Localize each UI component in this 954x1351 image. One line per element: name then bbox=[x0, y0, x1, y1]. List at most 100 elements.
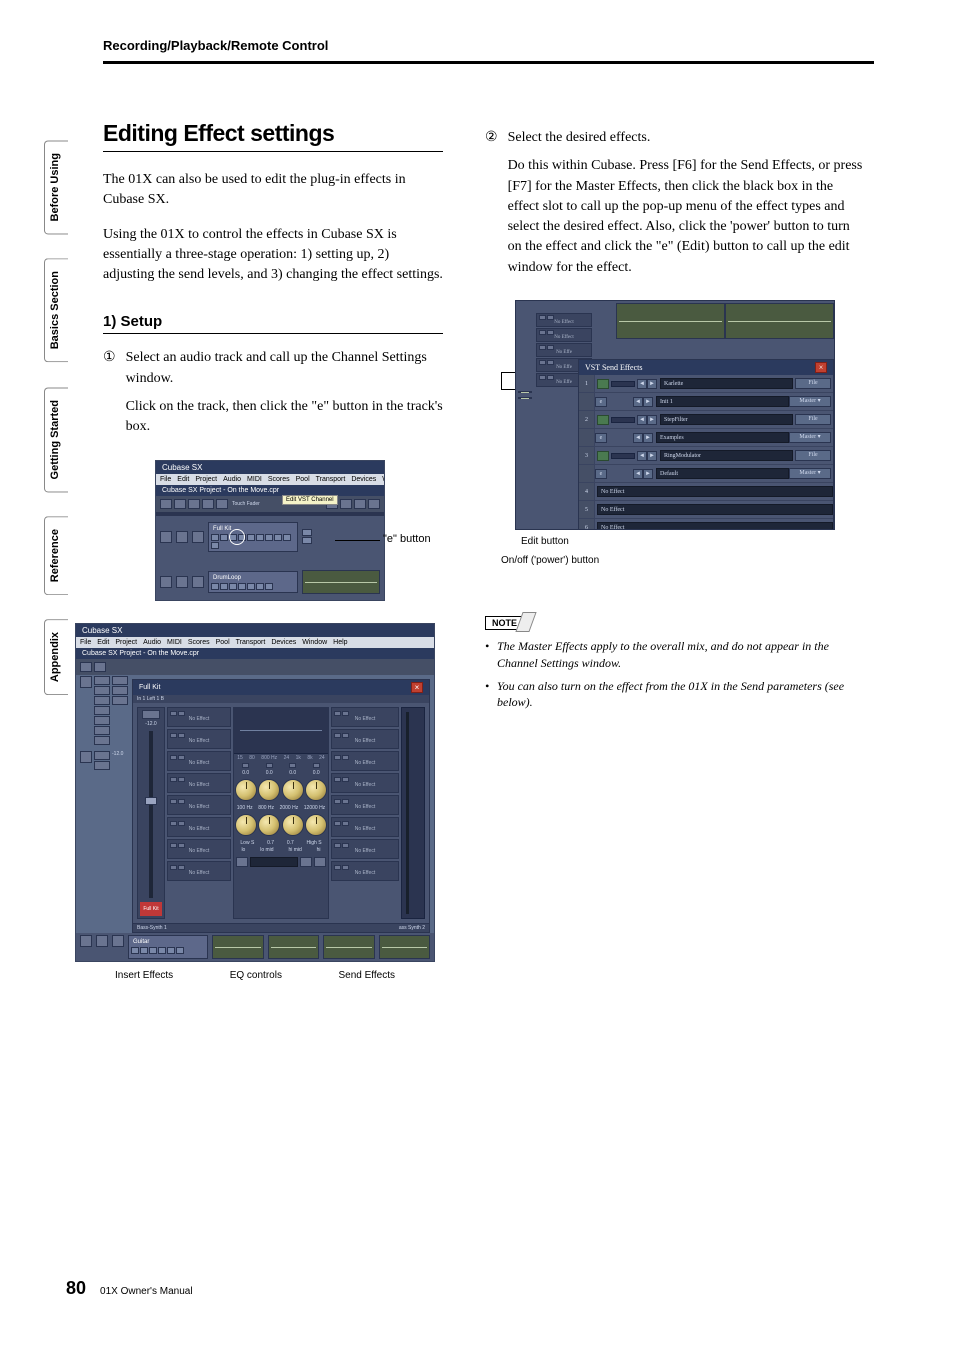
menu-item[interactable]: Project bbox=[195, 476, 217, 483]
menu-item[interactable]: Audio bbox=[143, 639, 161, 646]
insert-slot[interactable]: No Effect bbox=[167, 795, 231, 815]
file-button[interactable]: File bbox=[795, 378, 831, 389]
menu-item[interactable]: Pool bbox=[296, 476, 310, 483]
audio-clip[interactable] bbox=[268, 935, 320, 959]
eq-knob[interactable] bbox=[305, 779, 327, 801]
prev-preset-icon[interactable]: ◄ bbox=[633, 469, 643, 479]
track-button[interactable] bbox=[220, 583, 228, 590]
menu-item[interactable]: Edit bbox=[177, 476, 189, 483]
track-button[interactable] bbox=[265, 534, 273, 541]
eq-button[interactable] bbox=[314, 857, 326, 867]
toolbar-button[interactable] bbox=[354, 499, 366, 509]
menu-item[interactable]: MIDI bbox=[167, 639, 182, 646]
strip-button[interactable] bbox=[94, 676, 110, 685]
tab-appendix[interactable]: Appendix bbox=[44, 619, 68, 695]
tab-basics[interactable]: Basics Section bbox=[44, 258, 68, 362]
menu-item[interactable]: File bbox=[80, 639, 91, 646]
insert-slot[interactable]: No Effect bbox=[167, 707, 231, 727]
strip-button[interactable] bbox=[94, 751, 110, 760]
mute-button[interactable] bbox=[176, 531, 188, 543]
file-button[interactable]: File bbox=[795, 414, 831, 425]
solo-button[interactable] bbox=[192, 576, 204, 588]
track-box[interactable]: Guitar bbox=[128, 935, 208, 959]
next-preset-icon[interactable]: ► bbox=[647, 379, 657, 389]
prev-preset-icon[interactable]: ◄ bbox=[633, 397, 643, 407]
menu-item[interactable]: W bbox=[382, 476, 385, 483]
track-button[interactable] bbox=[302, 537, 312, 544]
strip-button[interactable] bbox=[112, 686, 128, 695]
strip-button[interactable] bbox=[94, 716, 110, 725]
strip-button[interactable] bbox=[94, 726, 110, 735]
track-icon[interactable] bbox=[80, 751, 92, 763]
track-button[interactable] bbox=[247, 534, 255, 541]
next-preset-icon[interactable]: ► bbox=[647, 415, 657, 425]
toolbar-button[interactable] bbox=[94, 662, 106, 672]
eq-enable[interactable] bbox=[313, 763, 320, 768]
solo-button[interactable] bbox=[192, 531, 204, 543]
track-button[interactable] bbox=[211, 583, 219, 590]
send-slot[interactable]: No Effect bbox=[331, 751, 399, 771]
track-button[interactable] bbox=[283, 534, 291, 541]
track-icon[interactable] bbox=[160, 576, 172, 588]
send-slot[interactable]: No Effect bbox=[331, 729, 399, 749]
track-icon[interactable] bbox=[160, 531, 172, 543]
edit-button[interactable]: e bbox=[595, 433, 607, 443]
effect-name[interactable]: No Effect bbox=[597, 504, 833, 515]
strip-button[interactable] bbox=[94, 696, 110, 705]
track-button[interactable] bbox=[229, 583, 237, 590]
fader-track[interactable] bbox=[149, 731, 153, 898]
toolbar-button[interactable] bbox=[188, 499, 200, 509]
eq-graph[interactable] bbox=[234, 708, 328, 754]
toolbar-button[interactable] bbox=[174, 499, 186, 509]
track-box[interactable]: DrumLoop bbox=[208, 571, 298, 593]
power-button[interactable] bbox=[597, 451, 609, 461]
edit-button[interactable]: e bbox=[595, 397, 607, 407]
track-button[interactable] bbox=[256, 583, 264, 590]
close-icon[interactable]: × bbox=[815, 362, 827, 373]
insert-slot[interactable]: No Effect bbox=[167, 729, 231, 749]
track-button[interactable] bbox=[274, 534, 282, 541]
effect-name[interactable]: No Effect bbox=[597, 486, 833, 497]
insert-slot[interactable]: No Effect bbox=[167, 751, 231, 771]
send-slot[interactable]: No Effect bbox=[331, 707, 399, 727]
audio-clip[interactable] bbox=[302, 570, 380, 594]
eq-enable[interactable] bbox=[242, 763, 249, 768]
track-button[interactable] bbox=[149, 947, 157, 954]
track-button[interactable] bbox=[220, 534, 228, 541]
send-level-slider[interactable] bbox=[611, 417, 635, 423]
eq-knob[interactable] bbox=[258, 779, 280, 801]
track-button[interactable] bbox=[158, 947, 166, 954]
track-button[interactable] bbox=[265, 583, 273, 590]
toolbar-button[interactable] bbox=[160, 499, 172, 509]
send-slot[interactable]: No Effect bbox=[331, 839, 399, 859]
track-button[interactable] bbox=[247, 583, 255, 590]
effect-name[interactable]: Karlette bbox=[660, 378, 793, 389]
prev-preset-icon[interactable]: ◄ bbox=[637, 451, 647, 461]
effect-name[interactable]: RingModulator bbox=[660, 450, 793, 461]
effect-name[interactable]: No Effect bbox=[597, 522, 833, 530]
eq-knob[interactable] bbox=[282, 814, 304, 836]
mute-button[interactable] bbox=[176, 576, 188, 588]
eq-knob[interactable] bbox=[282, 779, 304, 801]
master-dropdown[interactable]: Master ▾ bbox=[789, 432, 831, 443]
send-slot[interactable]: No Effect bbox=[331, 861, 399, 881]
eq-enable[interactable] bbox=[289, 763, 296, 768]
menu-item[interactable]: Project bbox=[115, 639, 137, 646]
send-slot[interactable]: No Effect bbox=[331, 795, 399, 815]
track-box[interactable]: Full Kit bbox=[208, 522, 298, 552]
insert-slot[interactable]: No Effect bbox=[167, 773, 231, 793]
send-level-slider[interactable] bbox=[611, 453, 635, 459]
send-level-slider[interactable] bbox=[611, 381, 635, 387]
eq-knob[interactable] bbox=[235, 779, 257, 801]
power-button[interactable] bbox=[597, 379, 609, 389]
prev-preset-icon[interactable]: ◄ bbox=[637, 379, 647, 389]
menu-item[interactable]: Edit bbox=[97, 639, 109, 646]
master-dropdown[interactable]: Master ▾ bbox=[789, 396, 831, 407]
track-button[interactable] bbox=[167, 947, 175, 954]
audio-clip[interactable] bbox=[212, 935, 264, 959]
next-preset-icon[interactable]: ► bbox=[643, 433, 653, 443]
tab-getting-started[interactable]: Getting Started bbox=[44, 387, 68, 492]
send-slot[interactable]: No Effect bbox=[331, 817, 399, 837]
insert-slot[interactable]: No Effect bbox=[167, 861, 231, 881]
preset-name[interactable]: Examples bbox=[656, 432, 789, 443]
